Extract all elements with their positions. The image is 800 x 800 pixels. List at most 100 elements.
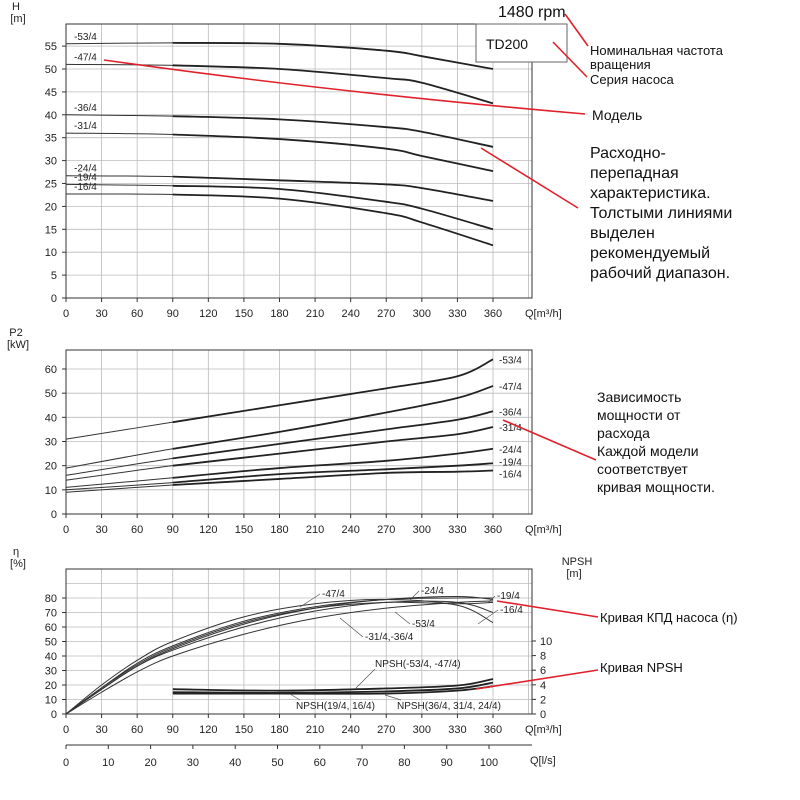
efficiency-label-leader [394, 611, 411, 625]
power-curve-label: -31/4 [499, 423, 522, 434]
y2-tick-label: 8 [540, 651, 546, 663]
x-tick-label: 330 [448, 524, 466, 536]
y2-tick-label: 10 [540, 636, 552, 648]
y-axis-unit: [%] [10, 558, 26, 570]
x-tick-label: 330 [448, 308, 466, 320]
x-tick-label: 120 [199, 524, 217, 536]
x-tick-label: 360 [484, 524, 502, 536]
head-note: Расходно- перепадная характеристика. Тол… [590, 145, 732, 282]
power-note-line: соответствует [597, 461, 688, 477]
x-tick-label: 240 [341, 724, 359, 736]
speed-note-line1: Номинальная частота [590, 43, 724, 58]
annotation-pointers [103, 13, 599, 690]
power-curve-recommended [172, 469, 494, 486]
y2-tick-label: 4 [540, 680, 546, 692]
y-tick-label: 60 [45, 364, 57, 376]
npsh-note: Кривая NPSH [600, 660, 683, 675]
x-tick-label: 60 [131, 724, 143, 736]
y-axis-unit: [m] [10, 13, 25, 25]
x2-tick-label: 100 [480, 757, 498, 769]
efficiency-curve-label: -53/4 [412, 619, 435, 630]
x2-tick-label: 80 [398, 757, 410, 769]
head-note-line: выделен [590, 225, 655, 242]
power-curve-label: -47/4 [499, 382, 522, 393]
y-tick-label: 10 [45, 695, 57, 707]
x-axis-title: Q[m³/h] [525, 724, 562, 736]
x-tick-label: 30 [95, 724, 107, 736]
power-curve-label: -53/4 [499, 355, 522, 366]
y-axis-title: η [13, 546, 19, 558]
y2-axis-title: NPSH [562, 556, 593, 568]
efficiency-curve-full [65, 600, 494, 715]
x2-tick-label: 60 [314, 757, 326, 769]
x-tick-label: 120 [199, 308, 217, 320]
x-tick-label: 270 [377, 524, 395, 536]
x-tick-label: 30 [95, 308, 107, 320]
y-tick-label: 20 [45, 201, 57, 213]
head-note-line: рекомендуемый [590, 245, 710, 262]
y-tick-label: 50 [45, 388, 57, 400]
head-curve-recommended [172, 175, 494, 202]
y-tick-label: 0 [51, 509, 57, 521]
head-note-line: рабочий диапазон. [590, 265, 730, 282]
y-tick-label: 70 [45, 608, 57, 620]
x-tick-label: 330 [448, 724, 466, 736]
y-tick-label: 20 [45, 680, 57, 692]
efficiency-curve-label: -16/4 [500, 605, 523, 616]
efficiency-label-leader [487, 595, 496, 604]
x-tick-label: 180 [270, 724, 288, 736]
x-tick-label: 300 [413, 524, 431, 536]
x-tick-label: 180 [270, 308, 288, 320]
x-tick-label: 60 [131, 308, 143, 320]
x-tick-label: 270 [377, 308, 395, 320]
y-tick-label: 25 [45, 179, 57, 191]
head-curve-recommended [172, 133, 494, 173]
head-note-line: характеристика. [590, 185, 711, 202]
efficiency-curve-label: -31/4,-36/4 [365, 632, 414, 643]
y-tick-label: 20 [45, 461, 57, 473]
npsh-curve-label: NPSH(-53/4, -47/4) [375, 659, 461, 670]
npsh-label-leader [384, 694, 402, 701]
power-curve-label: -24/4 [499, 445, 522, 456]
y-tick-label: 0 [51, 709, 57, 721]
x-tick-label: 210 [306, 308, 324, 320]
efficiency-label-leader [299, 593, 321, 608]
pointer-model [103, 59, 586, 115]
y-tick-label: 10 [45, 485, 57, 497]
y-tick-label: 45 [45, 87, 57, 99]
y-tick-label: 30 [45, 666, 57, 678]
npsh-curve [172, 685, 494, 695]
eta-note: Кривая КПД насоса (η) [600, 610, 738, 625]
x2-tick-label: 30 [187, 757, 199, 769]
x-tick-label: 360 [484, 724, 502, 736]
npsh-curve [172, 678, 494, 692]
x-tick-label: 0 [63, 308, 69, 320]
y-tick-label: 30 [45, 437, 57, 449]
power-curve-label: -19/4 [499, 457, 522, 468]
x-tick-label: 60 [131, 524, 143, 536]
power-note-line: Зависимость [597, 389, 681, 405]
efficiency-curve-label: -24/4 [421, 586, 444, 597]
x-tick-label: 90 [167, 724, 179, 736]
x2-tick-label: 20 [144, 757, 156, 769]
y-tick-label: 50 [45, 637, 57, 649]
head-chart: 0 30 60 90 120 150 180 210 240 270 300 330 360 0 5 10 15… [10, 1, 561, 320]
series-note: Серия насоса [590, 72, 675, 87]
head-curve-label: -36/4 [74, 103, 97, 114]
y-tick-label: 40 [45, 651, 57, 663]
x-tick-label: 270 [377, 724, 395, 736]
npsh-curve-label: NPSH(36/4, 31/4, 24/4) [397, 701, 501, 712]
y-tick-label: 40 [45, 412, 57, 424]
y-tick-label: 35 [45, 133, 57, 145]
y-axis-unit: [kW] [7, 339, 29, 351]
head-curve-label: -19/4 [74, 172, 97, 183]
x-tick-label: 300 [413, 724, 431, 736]
y-axis-title: P2 [9, 327, 22, 339]
series-label: TD200 [486, 36, 528, 52]
x-tick-label: 180 [270, 524, 288, 536]
x2-tick-label: 0 [63, 757, 69, 769]
speed-label: 1480 rpm [498, 4, 566, 21]
head-curve-recommended [172, 42, 494, 70]
power-note-line: кривая мощности. [597, 479, 715, 495]
